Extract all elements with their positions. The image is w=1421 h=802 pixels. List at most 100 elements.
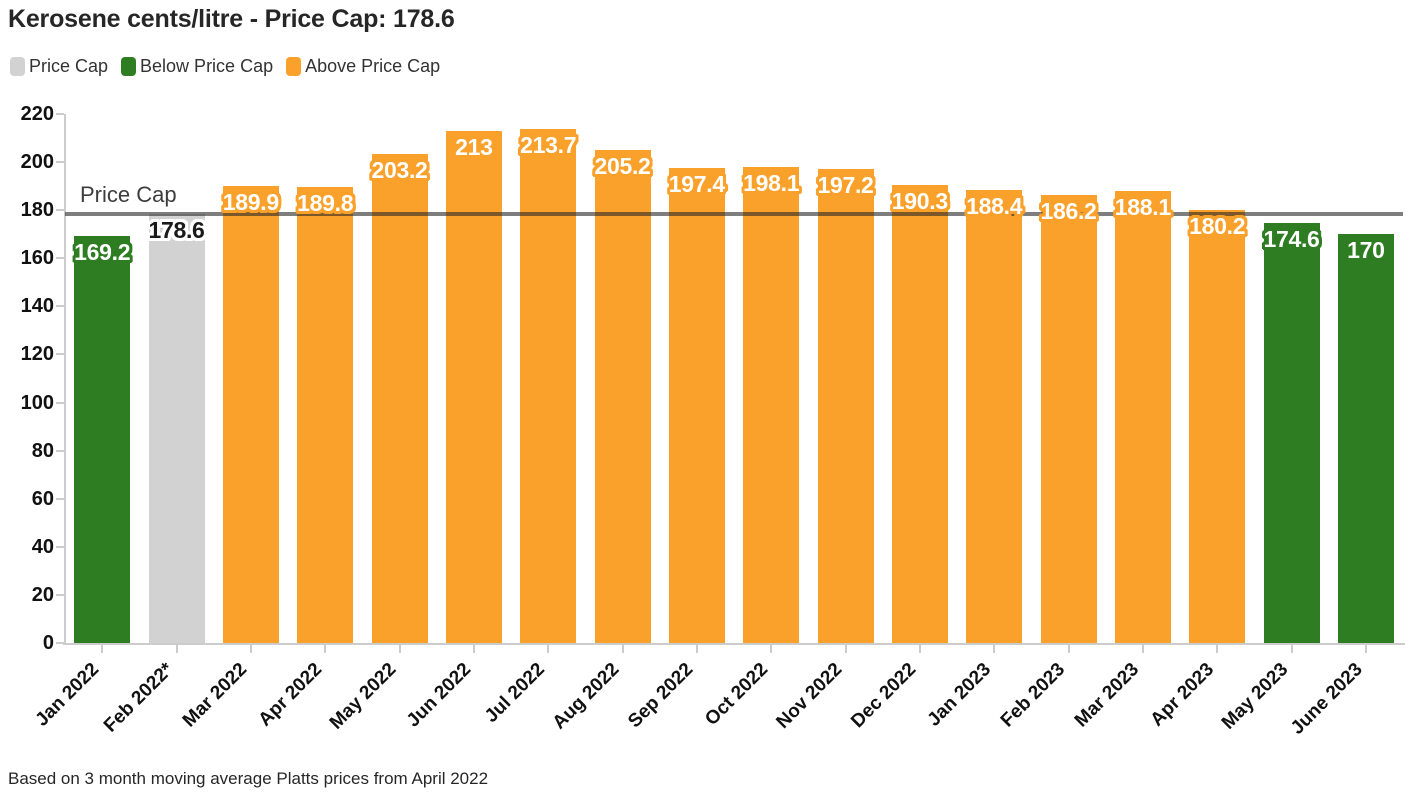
bar: 170: [1337, 234, 1394, 643]
x-axis-tick: [398, 645, 401, 653]
x-axis-tick: [1216, 645, 1219, 653]
y-axis-tick: [56, 257, 64, 260]
bar: 197.4: [669, 168, 725, 643]
bar: 198.1: [743, 166, 800, 643]
bar-value-label: 213: [455, 133, 493, 160]
y-axis-tick: [56, 545, 64, 548]
x-axis-tick: [770, 645, 773, 653]
bar-value-label: 203.2: [371, 157, 428, 184]
y-axis-label: 0: [42, 632, 54, 654]
legend-swatch-icon: [10, 57, 25, 76]
x-axis-label: Jul 2022: [481, 659, 550, 727]
x-axis-label: Nov 2022: [772, 659, 847, 733]
legend-item: Below Price Cap: [121, 56, 273, 77]
x-axis-tick: [621, 645, 624, 653]
y-axis-tick: [56, 449, 64, 452]
bar: 205.2: [594, 149, 651, 643]
price-cap-line: [65, 211, 1403, 216]
bar: 180.2: [1189, 209, 1246, 643]
bar-value-label: 174.6: [1263, 226, 1320, 253]
bar-value-label: 189.9: [222, 189, 279, 216]
y-axis-label: 140: [20, 295, 54, 318]
x-axis-label: Feb 2022*: [99, 659, 178, 737]
y-axis-label: 100: [20, 391, 54, 414]
legend-item: Price Cap: [10, 56, 108, 77]
y-axis-tick: [56, 353, 64, 356]
bar-value-label: 169.2: [74, 239, 131, 266]
y-axis-label: 160: [20, 247, 54, 270]
bar: 203.2: [371, 154, 428, 643]
x-axis-tick: [249, 645, 252, 653]
price-cap-line-label: Price Cap: [80, 181, 177, 207]
y-axis-label: 200: [20, 151, 54, 174]
x-axis-label: Oct 2022: [701, 659, 773, 730]
x-axis-label: Apr 2023: [1146, 659, 1219, 731]
x-axis-tick: [993, 645, 996, 653]
bar-value-label: 213.7: [520, 132, 577, 159]
y-axis-tick: [56, 161, 64, 164]
x-axis-tick: [918, 645, 921, 653]
bar-value-label: 197.4: [668, 171, 725, 198]
bar: 197.2: [817, 168, 874, 643]
y-axis-label: 60: [31, 487, 54, 510]
bar: 188.4: [966, 189, 1023, 643]
y-axis-line: [64, 114, 66, 643]
footer-note: Based on 3 month moving average Platts p…: [8, 769, 489, 788]
legend: Price Cap Below Price Cap Above Price Cap: [10, 56, 453, 77]
x-axis-tick: [101, 645, 104, 653]
y-axis-label: 180: [20, 199, 54, 222]
x-axis-label: Mar 2022: [179, 659, 252, 732]
x-axis-label: Jan 2022: [31, 659, 104, 731]
bar-value-label: 188.4: [966, 192, 1023, 219]
bar: 189.9: [223, 186, 279, 643]
x-axis-tick: [1364, 645, 1367, 653]
x-axis-label: Jan 2023: [923, 659, 996, 731]
y-axis-tick: [56, 497, 64, 500]
x-axis-tick: [547, 645, 550, 653]
bar-value-label: 180.2: [1189, 212, 1246, 239]
x-axis-label: May 2022: [325, 659, 401, 734]
x-axis-tick: [1067, 645, 1070, 653]
y-axis-label: 120: [20, 343, 54, 366]
bar: 190.3: [892, 185, 948, 643]
x-axis-line: [63, 643, 1405, 645]
y-axis-tick: [56, 113, 64, 115]
bar: 213.7: [520, 129, 576, 643]
x-axis-tick: [844, 645, 847, 653]
x-axis-label: Jun 2022: [402, 659, 475, 732]
legend-item: Above Price Cap: [286, 56, 440, 77]
x-axis-tick: [1141, 645, 1144, 653]
bar-value-label: 198.1: [743, 169, 800, 196]
bar-value-label: 170: [1347, 237, 1385, 264]
y-axis-label: 220: [20, 103, 54, 125]
x-axis-label: Feb 2023: [996, 659, 1070, 732]
x-axis-tick: [175, 645, 178, 653]
bar-value-label: 188.1: [1114, 193, 1171, 220]
bar: 186.2: [1040, 195, 1097, 643]
bar: 188.1: [1114, 190, 1171, 643]
y-axis-tick: [56, 209, 64, 212]
legend-label: Above Price Cap: [305, 56, 441, 76]
x-axis-tick: [695, 645, 698, 653]
bar: 174.6: [1263, 223, 1320, 643]
legend-swatch-icon: [121, 57, 137, 76]
y-axis-label: 80: [31, 439, 54, 462]
x-axis-tick: [1290, 645, 1293, 653]
y-axis-tick: [56, 593, 64, 596]
page-title: Kerosene cents/litre - Price Cap: 178.6: [8, 5, 455, 33]
bar-value-label: 197.2: [817, 171, 874, 198]
bar: 189.8: [297, 186, 354, 643]
y-axis-tick: [56, 401, 64, 404]
x-axis-label: Sep 2022: [624, 659, 698, 733]
y-axis-label: 20: [31, 583, 54, 606]
y-axis-tick: [56, 305, 64, 308]
x-axis-label: Mar 2023: [1071, 659, 1144, 732]
bar: 169.2: [74, 236, 130, 643]
bar: 178.6: [148, 213, 205, 643]
bar-value-label: 189.8: [297, 189, 354, 216]
legend-label: Below Price Cap: [140, 56, 274, 76]
y-axis-label: 40: [31, 535, 54, 558]
x-axis-tick: [324, 645, 327, 653]
bar-value-label: 190.3: [891, 188, 948, 215]
bar-value-label: 178.6: [148, 216, 205, 243]
